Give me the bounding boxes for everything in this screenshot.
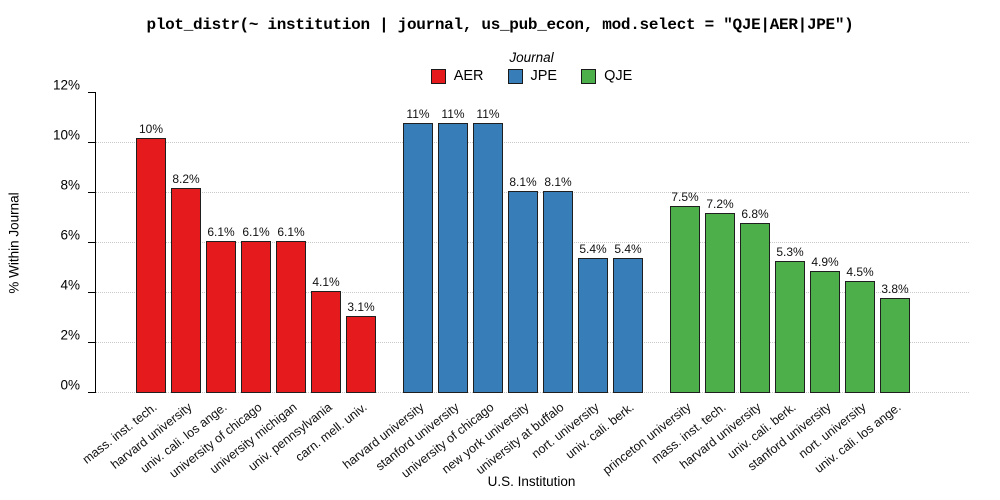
bar-value-label: 6.1% (242, 224, 270, 239)
bar: 4.1% univ. pennsylvania (246, 275, 341, 474)
bar-value-label: 8.2% (172, 172, 200, 186)
bar-value-label: 6.8% (741, 207, 769, 221)
bars-container: 10% mass. inst. tech. 8.2% harvard universi… (80, 107, 910, 481)
bar-value-label: 8.1% (509, 174, 537, 189)
bar-value-label: 4.9% (811, 254, 839, 269)
bar: 3.8% univ. cali. los ange. (812, 282, 910, 476)
bar-value-label: 6.1% (277, 224, 305, 239)
bar: 11% university of chicago (399, 107, 503, 481)
legend-swatch-qje (581, 68, 597, 84)
legend-label: QJE (604, 68, 633, 84)
legend-items: AER JPE QJE (95, 68, 968, 84)
y-tick-0 (88, 392, 96, 393)
x-axis-title: U.S. Institution (487, 474, 576, 489)
bar-value-label: 5.4% (614, 242, 642, 256)
legend-label: AER (453, 68, 484, 84)
bar-value-label: 4.1% (312, 274, 340, 289)
bar: 5.3% univ. cali. berk. (725, 245, 805, 462)
bar-value-label: 8.1% (544, 174, 572, 189)
bar: 11% harvard university (340, 107, 433, 472)
bar: 4.5% nort. university (796, 265, 875, 461)
bar-value-label: 11% (476, 107, 500, 121)
bar-value-label: 7.5% (671, 189, 699, 204)
bar: 10% mass. inst. tech. (80, 122, 166, 467)
y-tick-2 (88, 342, 96, 343)
bar: 8.2% harvard university (108, 172, 201, 472)
gridline-10 (96, 142, 969, 143)
bar: 6.8% harvard university (677, 207, 770, 472)
bar-value-label: 10% (138, 122, 164, 136)
y-tick-label: 2% (60, 327, 80, 343)
bar: 8.1% new york university (439, 175, 538, 476)
bar-value-label: 5.3% (776, 244, 804, 259)
bar: 6.1% univ. cali. los ange. (138, 225, 236, 476)
y-axis-title: % Within Journal (6, 192, 22, 294)
y-tick-label: 0% (60, 377, 80, 393)
bar: 8.1% university at buffalo (473, 175, 573, 477)
bar: 4.9% stanford university (745, 255, 840, 473)
bar-group-aer: 10% mass. inst. tech. 8.2% harvard universi… (80, 122, 376, 481)
legend-label: JPE (530, 68, 558, 84)
legend-item-aer: AER (430, 68, 484, 84)
bar: 7.5% princeton university (600, 190, 700, 477)
bar: 7.2% mass. inst. tech. (649, 197, 735, 467)
y-tick-6 (88, 242, 96, 243)
bar: 11% stanford university (373, 107, 468, 473)
bar: 5.4% univ. cali. berk. (563, 242, 643, 462)
bar-group-qje: 7.5% princeton university 7.2% mass. inst. … (600, 190, 910, 477)
y-tick-label: 6% (60, 227, 80, 243)
bar: 6.1% university michigan (207, 225, 306, 476)
legend-swatch-jpe (507, 68, 523, 84)
legend-title: Journal (509, 50, 554, 65)
chart-title: plot_distr(~ institution | journal, us_p… (146, 16, 854, 34)
plot-area: 0% 2% 4% 6% 8% 10% 12% 10% mass. inst. tech. 8.2… (53, 78, 969, 481)
bar-value-label: 3.1% (347, 299, 375, 314)
y-tick-label: 10% (52, 127, 80, 143)
y-tick-label: 4% (60, 277, 80, 293)
bar-value-label: 5.4% (579, 242, 607, 256)
bar-value-label: 7.2% (706, 197, 734, 211)
legend-item-qje: QJE (581, 68, 632, 84)
legend-item-jpe: JPE (507, 68, 558, 84)
bar-value-label: 11% (406, 107, 430, 121)
bar: 6.1% university of chicago (167, 225, 271, 481)
bar-value-label: 6.1% (207, 224, 235, 239)
bar: 5.4% nort. university (529, 242, 608, 461)
y-tick-label: 8% (60, 177, 80, 193)
bar-value-label: 4.5% (846, 264, 874, 279)
legend: Journal AER JPE QJE (95, 50, 968, 84)
y-tick-10 (88, 142, 96, 143)
y-tick-label: 12% (52, 77, 80, 93)
legend-swatch-aer (430, 68, 446, 84)
bar-group-jpe: 11% harvard university 11% stanford univers… (340, 107, 643, 481)
y-tick-12 (88, 92, 96, 93)
bar-value-label: 3.8% (881, 282, 909, 296)
y-tick-8 (88, 192, 96, 193)
bar: 3.1% carn. mell. univ. (293, 300, 376, 464)
bar-value-label: 11% (441, 107, 465, 121)
y-tick-4 (88, 292, 96, 293)
